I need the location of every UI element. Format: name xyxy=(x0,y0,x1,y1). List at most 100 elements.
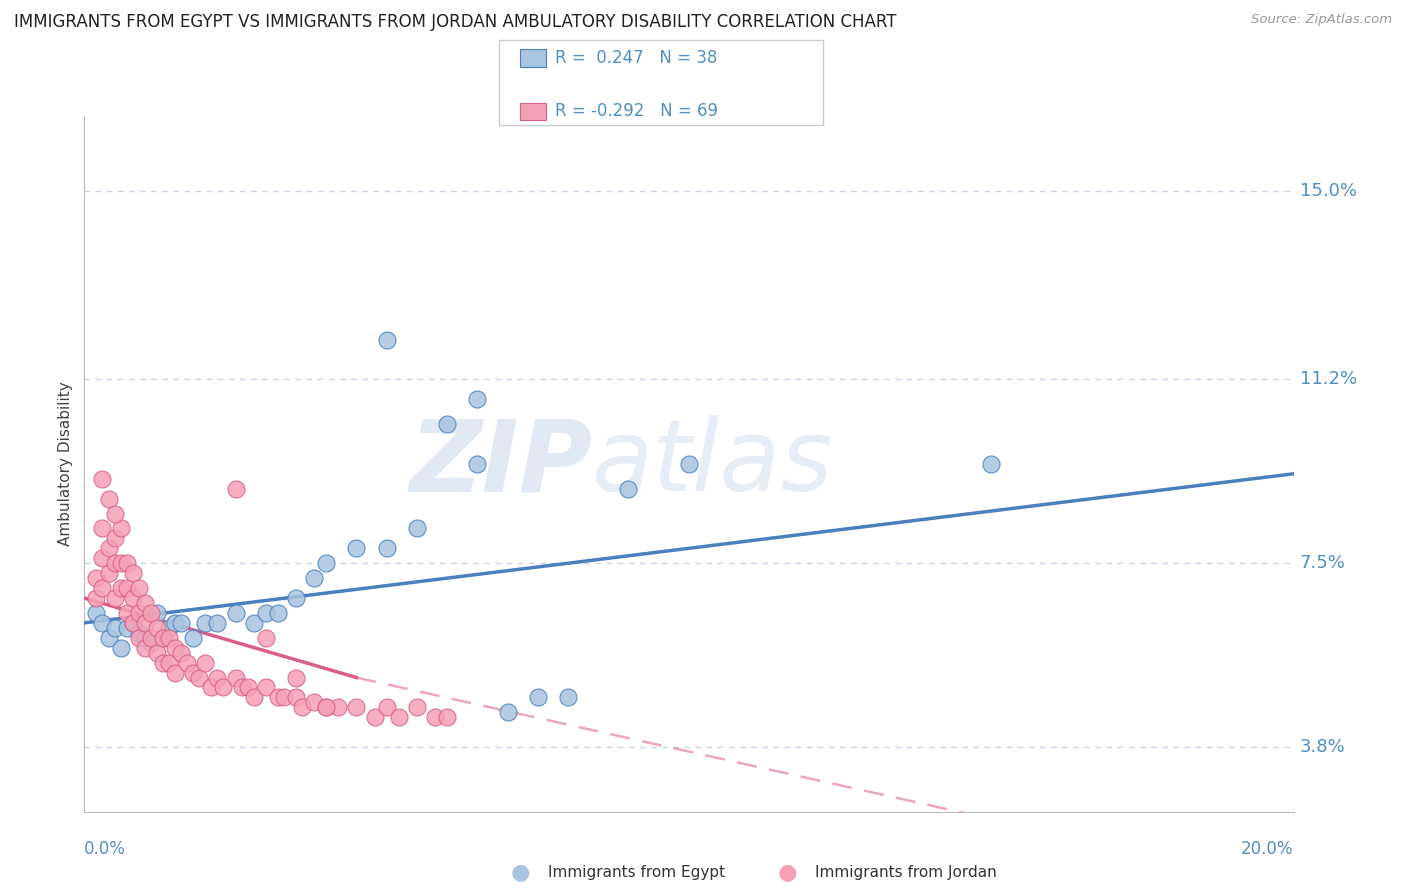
Text: R =  0.247   N = 38: R = 0.247 N = 38 xyxy=(555,49,717,67)
Point xyxy=(134,640,156,655)
Text: 20.0%: 20.0% xyxy=(1241,839,1294,857)
Point xyxy=(104,507,127,521)
Point xyxy=(406,521,429,535)
Point xyxy=(212,681,235,695)
Point xyxy=(406,700,429,714)
Point xyxy=(146,621,169,635)
Point xyxy=(225,606,247,620)
Point xyxy=(254,631,277,645)
Point xyxy=(236,681,259,695)
Point xyxy=(152,631,174,645)
Point xyxy=(97,491,120,506)
Point xyxy=(157,631,180,645)
Point xyxy=(207,615,229,630)
Point xyxy=(315,700,337,714)
Point xyxy=(91,551,114,566)
Point xyxy=(128,631,150,645)
Point xyxy=(225,482,247,496)
Point xyxy=(139,631,162,645)
Point xyxy=(121,591,143,605)
Point xyxy=(291,700,314,714)
Point xyxy=(436,417,458,431)
Point xyxy=(91,521,114,535)
Text: ZIP: ZIP xyxy=(409,416,592,512)
Point xyxy=(267,606,290,620)
Point xyxy=(328,700,350,714)
Point xyxy=(194,656,217,670)
Point xyxy=(526,690,548,705)
Point xyxy=(146,606,169,620)
Point xyxy=(110,640,132,655)
Point xyxy=(86,591,108,605)
Point xyxy=(678,457,700,471)
Point xyxy=(134,631,156,645)
Point xyxy=(467,457,489,471)
Text: 0.0%: 0.0% xyxy=(84,839,127,857)
Point xyxy=(110,581,132,595)
Point xyxy=(200,681,222,695)
Point xyxy=(170,615,193,630)
Point xyxy=(152,656,174,670)
Point xyxy=(115,606,138,620)
Point xyxy=(104,532,127,546)
Point xyxy=(242,615,264,630)
Point xyxy=(284,671,308,685)
Y-axis label: Ambulatory Disability: Ambulatory Disability xyxy=(58,382,73,546)
Point xyxy=(86,571,108,585)
Point xyxy=(436,710,458,724)
Point xyxy=(128,606,150,620)
Point xyxy=(97,631,120,645)
Point xyxy=(346,700,368,714)
Point xyxy=(284,591,308,605)
Point xyxy=(188,671,211,685)
Point xyxy=(91,472,114,486)
Point xyxy=(115,581,138,595)
Point xyxy=(194,615,217,630)
Point xyxy=(496,706,519,720)
Point xyxy=(170,646,193,660)
Point xyxy=(128,581,150,595)
Point xyxy=(97,566,120,581)
Point xyxy=(181,665,204,680)
Point xyxy=(121,615,143,630)
Point xyxy=(267,690,290,705)
Point xyxy=(91,615,114,630)
Text: 15.0%: 15.0% xyxy=(1299,181,1357,200)
Point xyxy=(139,606,162,620)
Point xyxy=(302,695,325,709)
Text: Immigrants from Jordan: Immigrants from Jordan xyxy=(815,865,997,880)
Text: 11.2%: 11.2% xyxy=(1299,370,1357,388)
Point xyxy=(375,541,398,556)
Point xyxy=(163,615,186,630)
Point xyxy=(121,566,143,581)
Point xyxy=(346,541,368,556)
Point xyxy=(157,656,180,670)
Point xyxy=(115,621,138,635)
Point xyxy=(375,333,398,347)
Point xyxy=(163,665,186,680)
Point xyxy=(121,615,143,630)
Text: Immigrants from Egypt: Immigrants from Egypt xyxy=(548,865,725,880)
Point xyxy=(375,700,398,714)
Point xyxy=(302,571,325,585)
Text: atlas: atlas xyxy=(592,416,834,512)
Point xyxy=(128,625,150,640)
Point xyxy=(225,671,247,685)
Point xyxy=(134,596,156,610)
Point xyxy=(134,615,156,630)
Text: IMMIGRANTS FROM EGYPT VS IMMIGRANTS FROM JORDAN AMBULATORY DISABILITY CORRELATIO: IMMIGRANTS FROM EGYPT VS IMMIGRANTS FROM… xyxy=(14,13,897,31)
Point xyxy=(176,656,198,670)
Point xyxy=(315,556,337,570)
Point xyxy=(467,392,489,407)
Point xyxy=(139,636,162,650)
Point xyxy=(104,591,127,605)
Point xyxy=(110,556,132,570)
Point xyxy=(363,710,385,724)
Text: ●: ● xyxy=(778,863,797,882)
Point xyxy=(254,681,277,695)
Text: 7.5%: 7.5% xyxy=(1299,554,1346,573)
Point xyxy=(284,690,308,705)
Point xyxy=(181,631,204,645)
Point xyxy=(557,690,579,705)
Point xyxy=(980,457,1002,471)
